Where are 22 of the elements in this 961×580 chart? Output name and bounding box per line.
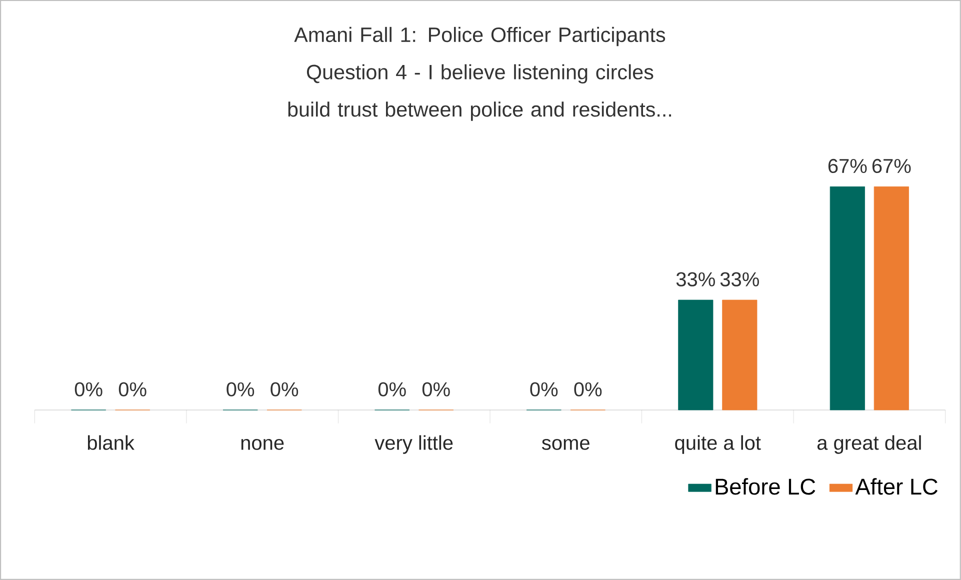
data-label: 0% bbox=[422, 382, 450, 396]
data-label: 33% bbox=[676, 272, 715, 286]
data-label: 0% bbox=[530, 382, 558, 396]
data-label: 0% bbox=[118, 382, 146, 396]
legend-label: Before LC bbox=[716, 478, 816, 495]
data-label: 0% bbox=[226, 382, 254, 396]
legend-label: After LC bbox=[855, 478, 938, 495]
x-tick-label: some bbox=[542, 438, 590, 450]
data-label: 0% bbox=[74, 382, 102, 396]
data-label: 0% bbox=[574, 382, 602, 396]
x-tick-label: a great deal bbox=[817, 435, 921, 454]
data-label: 0% bbox=[378, 382, 406, 396]
data-label: 0% bbox=[270, 382, 298, 396]
x-tick-label: quite a lot bbox=[675, 435, 761, 454]
x-tick-label: blank bbox=[88, 435, 134, 450]
data-label: 67% bbox=[828, 158, 867, 174]
x-tick-label: none bbox=[241, 438, 284, 450]
data-label: 33% bbox=[720, 272, 759, 286]
x-tick-label: very little bbox=[374, 435, 453, 454]
chart-title: Amani Fall 1: Police Officer Participants bbox=[294, 26, 666, 46]
data-label: 67% bbox=[872, 158, 911, 174]
chart-subtitle: Question 4 - I believe listening circles build trust between police and residents... bbox=[288, 64, 672, 121]
